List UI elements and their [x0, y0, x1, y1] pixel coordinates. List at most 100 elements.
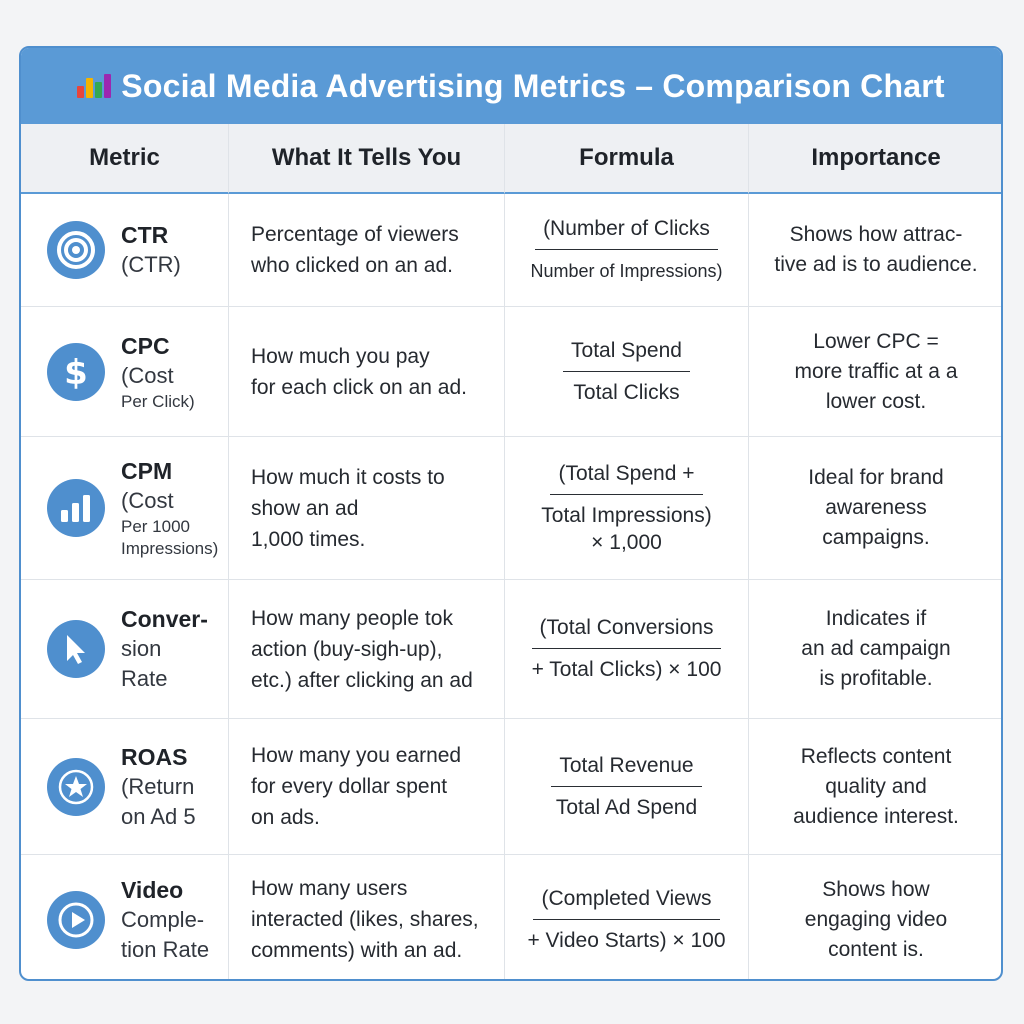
importance-line: campaigns.	[822, 526, 930, 549]
formula-numerator: (Total Spend +	[550, 460, 703, 495]
star-icon	[47, 757, 105, 816]
metric-cell: Video Comple-tion Rate	[21, 855, 229, 979]
description-line: show an ad	[251, 496, 359, 520]
metric-name: CTR	[121, 222, 169, 248]
formula-denominator: + Total Clicks) × 100	[531, 658, 722, 681]
metric-subtitle: Comple-	[121, 906, 205, 932]
metric-subtitle: Impressions)	[121, 539, 219, 558]
formula-denominator: Total Clicks	[573, 380, 680, 404]
formula-cell: (Completed Views + Video Starts) × 100	[505, 855, 749, 979]
column-header-importance: Importance	[749, 124, 1001, 194]
description-line: How many users	[251, 877, 408, 900]
dollar-icon: $	[47, 342, 105, 401]
importance-cell: Ideal for brand awareness campaigns.	[749, 437, 1001, 580]
formula-cell: Total Spend Total Clicks	[505, 307, 749, 437]
description-line: How much it costs to	[251, 465, 445, 489]
formula-cell: (Total Conversions + Total Clicks) × 100	[505, 580, 749, 719]
description-line: etc.) after clicking an ad	[251, 668, 473, 692]
importance-line: Ideal for brand	[808, 466, 944, 489]
metric-label: Conver-sion Rate	[121, 604, 208, 694]
description-line: 1,000 times.	[251, 527, 366, 551]
formula-cell: (Number of Clicks Number of Impressions)	[505, 194, 749, 307]
importance-line: an ad campaign	[801, 637, 951, 660]
importance-line: engaging video	[804, 907, 948, 931]
importance-line: audience interest.	[793, 804, 959, 828]
comparison-chart-card: Social Media Advertising Metrics – Compa…	[19, 46, 1003, 981]
metric-subtitle: (Cost	[121, 488, 174, 513]
importance-line: Indicates if	[825, 607, 927, 630]
metric-name: CPM	[121, 458, 173, 484]
play-icon	[47, 890, 105, 949]
title-banner: Social Media Advertising Metrics – Compa…	[21, 48, 1001, 124]
description-line: for each click on an ad.	[251, 375, 467, 399]
cursor-icon	[47, 620, 105, 678]
table-body: CTR (CTR) Percentage of viewers who clicked…	[21, 194, 1001, 979]
metric-label: ROAS (Return on Ad 5	[121, 742, 196, 832]
formula-cell: Total Revenue Total Ad Spend	[505, 719, 749, 855]
formula-denominator: Total Impressions)	[541, 504, 712, 527]
description-line: action (buy-sigh-up),	[251, 637, 443, 661]
description-line: who clicked on an ad.	[251, 254, 453, 277]
metric-name: ROAS	[121, 743, 188, 770]
description-cell: How many you earned for every dollar spen…	[229, 719, 505, 855]
metric-subtitle: (CTR)	[121, 252, 181, 277]
importance-line: awareness	[825, 496, 927, 519]
formula-numerator: Total Revenue	[551, 752, 702, 787]
target-icon	[47, 221, 105, 279]
importance-line: lower cost.	[825, 389, 927, 413]
importance-line: Lower CPC =	[813, 329, 939, 353]
metric-name: CPC	[121, 332, 170, 359]
metric-cell: Conver-sion Rate	[21, 580, 229, 719]
svg-text:$: $	[64, 353, 88, 392]
metric-subtitle: tion Rate	[121, 936, 210, 962]
bar-chart-icon	[47, 479, 105, 537]
column-header-metric: Metric	[21, 124, 229, 194]
metric-label: CTR (CTR)	[121, 220, 181, 280]
description-line: How much you pay	[251, 344, 430, 368]
metric-cell: $ CPC (Cost Per Click)	[21, 307, 229, 437]
metrics-table: Metric What It Tells You Formula Importa…	[21, 124, 1001, 194]
formula-denominator: + Video Starts) × 100	[527, 928, 726, 952]
description-line: interacted (likes, shares,	[251, 908, 479, 931]
page-title: Social Media Advertising Metrics – Compa…	[121, 67, 945, 104]
importance-line: Shows how attrac-	[789, 223, 963, 246]
importance-cell: Indicates if an ad campaign is profitable.	[749, 580, 1001, 719]
description-cell: How much you pay for each click on an ad.	[229, 307, 505, 437]
importance-line: quality and	[825, 774, 927, 798]
formula-cell: (Total Spend + Total Impressions) × 1,000	[505, 437, 749, 580]
importance-cell: Reflects content quality and audience inte…	[749, 719, 1001, 855]
importance-cell: Shows how attrac-tive ad is to audience.	[749, 194, 1001, 307]
importance-line: Shows how	[822, 877, 930, 901]
importance-line: Reflects content	[800, 744, 952, 768]
metric-subtitle: on Ad 5	[121, 803, 196, 829]
description-line: for every dollar spent	[251, 775, 448, 798]
description-line: comments) with an ad.	[251, 939, 463, 962]
description-cell: How much it costs to show an ad 1,000 time…	[229, 437, 505, 580]
description-line: How many you earned	[251, 744, 462, 767]
description-cell: Percentage of viewers who clicked on an a…	[229, 194, 505, 307]
formula-numerator: (Total Conversions	[531, 614, 722, 649]
formula-numerator: (Number of Clicks	[535, 215, 718, 250]
formula-denominator: Total Ad Spend	[555, 795, 698, 819]
importance-line: more traffic at a a	[794, 359, 958, 383]
importance-line: tive ad is to audience.	[774, 253, 978, 276]
metric-subtitle: sion	[121, 636, 162, 661]
column-header-what-it-tells-you: What It Tells You	[229, 124, 505, 194]
formula-multiplier: × 1,000	[591, 531, 662, 554]
importance-line: is profitable.	[819, 667, 933, 690]
metric-label: Video Comple-tion Rate	[121, 875, 209, 965]
metric-cell: ROAS (Return on Ad 5	[21, 719, 229, 855]
description-line: How many people tok	[251, 606, 453, 630]
formula-denominator: Number of Impressions)	[530, 261, 723, 281]
description-line: Percentage of viewers	[251, 223, 459, 246]
metric-subtitle: Per Click)	[121, 391, 195, 411]
column-header-formula: Formula	[505, 124, 749, 194]
metric-name: Video	[121, 876, 184, 903]
importance-line: content is.	[828, 937, 924, 961]
importance-cell: Shows how engaging video content is.	[749, 855, 1001, 979]
description-line: on ads.	[251, 806, 320, 829]
metric-label: CPC (Cost Per Click)	[121, 331, 195, 413]
description-cell: How many people tok action (buy-sigh-up),…	[229, 580, 505, 719]
metric-cell: CPM (Cost Per 1000 Impressions)	[21, 437, 229, 580]
importance-cell: Lower CPC = more traffic at a a lower cost…	[749, 307, 1001, 437]
